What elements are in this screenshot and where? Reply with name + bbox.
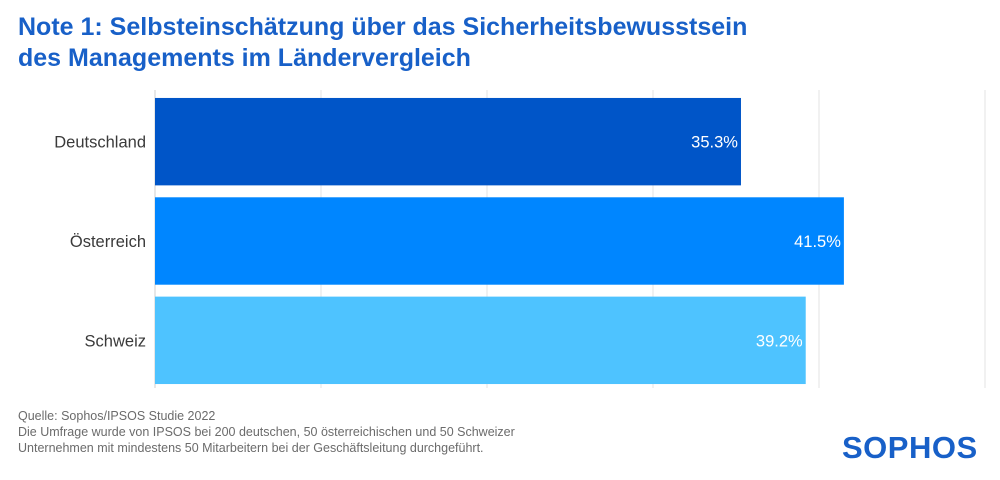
- source-note: Quelle: Sophos/IPSOS Studie 2022: [18, 409, 216, 423]
- category-label-0: Deutschland: [54, 134, 146, 152]
- survey-note-line-1: Die Umfrage wurde von IPSOS bei 200 deut…: [18, 425, 515, 439]
- value-label-2: 39.2%: [756, 332, 803, 350]
- value-label-1: 41.5%: [794, 233, 841, 251]
- bar-2: [155, 296, 806, 385]
- bar-1: [155, 197, 844, 285]
- survey-note-line-2: Unternehmen mit mindestens 50 Mitarbeite…: [18, 441, 484, 455]
- chart-title-line-1: Note 1: Selbsteinschätzung über das Sich…: [18, 13, 748, 41]
- category-label-2: Schweiz: [85, 332, 146, 350]
- chart-footer: Quelle: Sophos/IPSOS Studie 2022 Die Umf…: [18, 408, 515, 456]
- category-label-1: Österreich: [70, 233, 146, 251]
- value-label-0: 35.3%: [691, 134, 738, 152]
- chart-title: Note 1: Selbsteinschätzung über das Sich…: [18, 12, 918, 74]
- bar-0: [155, 97, 741, 186]
- chart-title-line-2: des Managements im Ländervergleich: [18, 44, 471, 72]
- sophos-logo: SOPHOS: [842, 430, 978, 465]
